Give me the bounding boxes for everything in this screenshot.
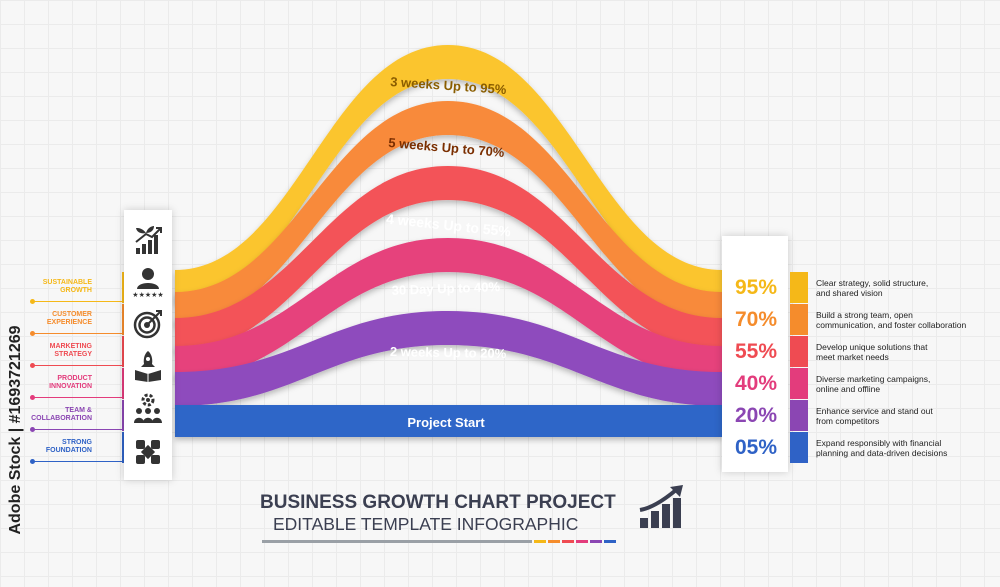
category-label-2: CUSTOMER EXPERIENCE	[22, 304, 92, 334]
category-label-6: STRONG FOUNDATION	[22, 432, 92, 462]
category-connector	[32, 365, 122, 366]
result-description-2: Build a strong team, open communication,…	[816, 310, 967, 330]
result-description-5: Enhance service and stand out from compe…	[816, 406, 933, 426]
growth-band-4	[175, 238, 722, 380]
title-underline-segment	[262, 540, 532, 543]
growth-chart-icon	[639, 485, 683, 528]
project-start-label: Project Start	[407, 415, 485, 430]
growth-band-2	[175, 101, 722, 326]
category-label-text: SUSTAINABLE GROWTH	[42, 279, 92, 294]
category-connector	[32, 429, 122, 430]
category-label-text: MARKETING STRATEGY	[49, 343, 92, 358]
result-percent-1: 95%	[734, 276, 778, 299]
title-underline-segment	[548, 540, 560, 543]
result-color-tab	[790, 400, 808, 431]
result-description-1: Clear strategy, solid structure, and sha…	[816, 278, 929, 298]
category-label-text: PRODUCT INNOVATION	[49, 375, 92, 390]
growth-band-5	[175, 311, 722, 406]
category-dot	[30, 331, 35, 336]
title-line-1: BUSINESS GROWTH CHART PROJECT	[260, 492, 616, 513]
title-underline-segment	[562, 540, 574, 543]
result-percent-3: 55%	[734, 340, 778, 363]
category-connector	[32, 461, 122, 462]
category-label-5: TEAM & COLLABORATION	[22, 400, 92, 430]
plant-growth-bar-chart-icon	[135, 226, 162, 254]
result-color-tab	[790, 368, 808, 399]
title-underline-segment	[590, 540, 602, 543]
title-underline-segment	[604, 540, 616, 543]
category-dot	[30, 299, 35, 304]
result-percent-5: 20%	[734, 404, 778, 427]
team-gear-icon	[134, 393, 162, 423]
title-line-2: EDITABLE TEMPLATE INFOGRAPHIC	[273, 514, 579, 534]
results-panel	[722, 236, 788, 472]
category-label-text: CUSTOMER EXPERIENCE	[46, 311, 92, 326]
result-description-3: Develop unique solutions that meet marke…	[816, 342, 928, 362]
category-connector	[32, 333, 122, 334]
category-connector	[32, 397, 122, 398]
category-dot	[30, 363, 35, 368]
svg-text:★★★★★: ★★★★★	[132, 291, 163, 298]
category-label-3: MARKETING STRATEGY	[22, 336, 92, 366]
category-label-1: SUSTAINABLE GROWTH	[22, 272, 92, 302]
category-dot	[30, 427, 35, 432]
result-color-tab	[790, 304, 808, 335]
result-color-tab	[790, 336, 808, 367]
category-label-text: TEAM & COLLABORATION	[31, 407, 92, 422]
band-label-5: 2 weeks Up to 20%	[390, 344, 507, 361]
category-dot	[30, 395, 35, 400]
result-color-tab	[790, 432, 808, 463]
target-arrow-icon	[133, 310, 162, 339]
result-percent-4: 40%	[734, 372, 778, 395]
title-underline-segment	[534, 540, 546, 543]
category-connector	[32, 301, 122, 302]
result-percent-6: 05%	[734, 436, 778, 459]
title-underline-segment	[576, 540, 588, 543]
result-description-6: Expand responsibly with financial planni…	[816, 438, 948, 458]
rocket-box-icon	[135, 351, 161, 382]
result-color-tab	[790, 272, 808, 303]
teamwork-hands-icon	[136, 440, 160, 464]
category-label-text: STRONG FOUNDATION	[45, 439, 92, 454]
category-dot	[30, 459, 35, 464]
icon-panel: ★★★★★	[124, 210, 172, 480]
growth-band-3	[175, 166, 722, 352]
customer-rating-icon: ★★★★★	[132, 268, 164, 298]
result-description-4: Diverse marketing campaigns, online and …	[816, 374, 931, 394]
result-percent-2: 70%	[734, 308, 778, 331]
band-label-4: 30 Day Up to 40%	[391, 279, 500, 298]
project-start-band	[175, 405, 722, 437]
category-label-4: PRODUCT INNOVATION	[22, 368, 92, 398]
band-label-3: 4 weeks Up to 55%	[385, 211, 512, 240]
